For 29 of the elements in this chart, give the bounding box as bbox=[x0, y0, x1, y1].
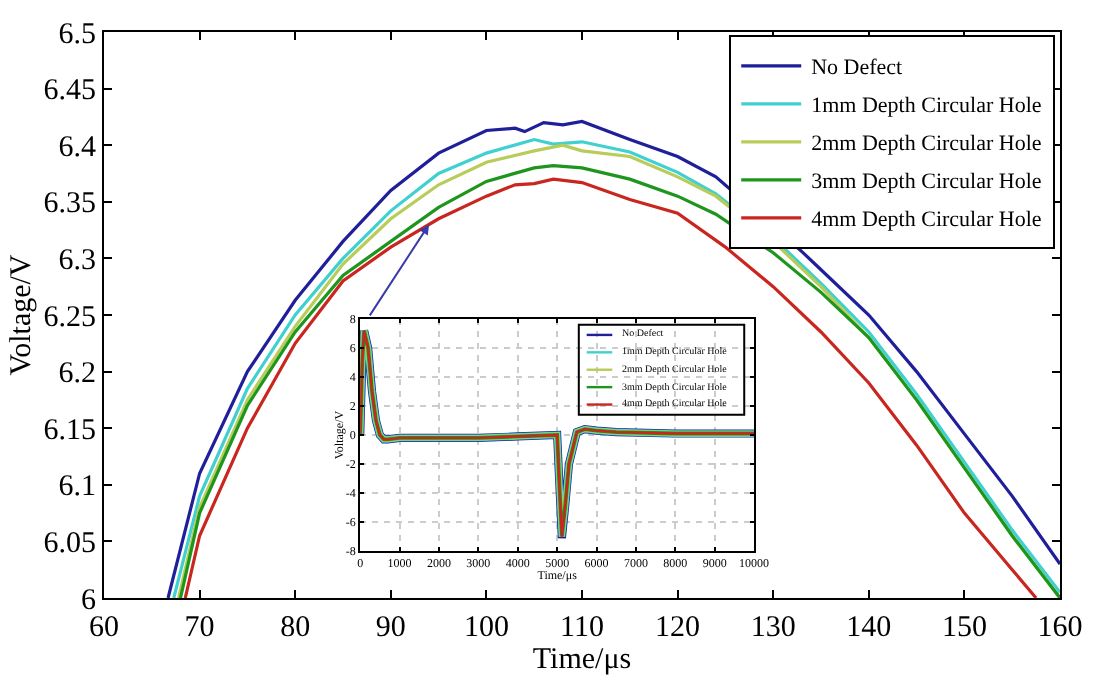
x-tick-label: 110 bbox=[560, 612, 604, 644]
legend-label: No Defect bbox=[811, 56, 903, 81]
x-axis-title: Time/μs bbox=[532, 644, 632, 676]
y-tick-label: 6.35 bbox=[43, 188, 96, 221]
legend-label: 1mm Depth Circular Hole bbox=[811, 94, 1042, 119]
y-axis-title: Voltage/V bbox=[6, 254, 38, 376]
x-tick-label: 100 bbox=[463, 612, 509, 644]
x-tick-label: 70 bbox=[184, 612, 215, 644]
y-tick-label: 6.4 bbox=[58, 131, 97, 164]
y-tick-label: 6.5 bbox=[58, 18, 96, 51]
x-tick-label: 60 bbox=[89, 612, 119, 644]
y-tick-label: 6.45 bbox=[43, 75, 96, 108]
y-tick-label: 6.15 bbox=[43, 414, 96, 447]
x-tick-label: 90 bbox=[375, 612, 406, 644]
y-tick-label: 6.2 bbox=[58, 358, 96, 391]
x-tick-label: 80 bbox=[280, 612, 311, 644]
legend-label: 4mm Depth Circular Hole bbox=[811, 208, 1042, 233]
legend-label: 2mm Depth Circular Hole bbox=[811, 132, 1042, 157]
y-tick-label: 6.25 bbox=[43, 301, 96, 334]
y-tick-label: 6.1 bbox=[58, 471, 96, 504]
x-tick-label: 140 bbox=[846, 612, 892, 644]
legend-label: 3mm Depth Circular Hole bbox=[811, 170, 1042, 195]
y-tick-label: 6.3 bbox=[58, 244, 96, 277]
x-tick-label: 160 bbox=[1037, 612, 1083, 644]
y-tick-label: 6 bbox=[81, 584, 97, 617]
x-tick-label: 120 bbox=[655, 612, 701, 644]
x-tick-label: 150 bbox=[941, 612, 987, 644]
x-tick-label: 130 bbox=[750, 612, 796, 644]
y-tick-label: 6.05 bbox=[43, 527, 96, 560]
